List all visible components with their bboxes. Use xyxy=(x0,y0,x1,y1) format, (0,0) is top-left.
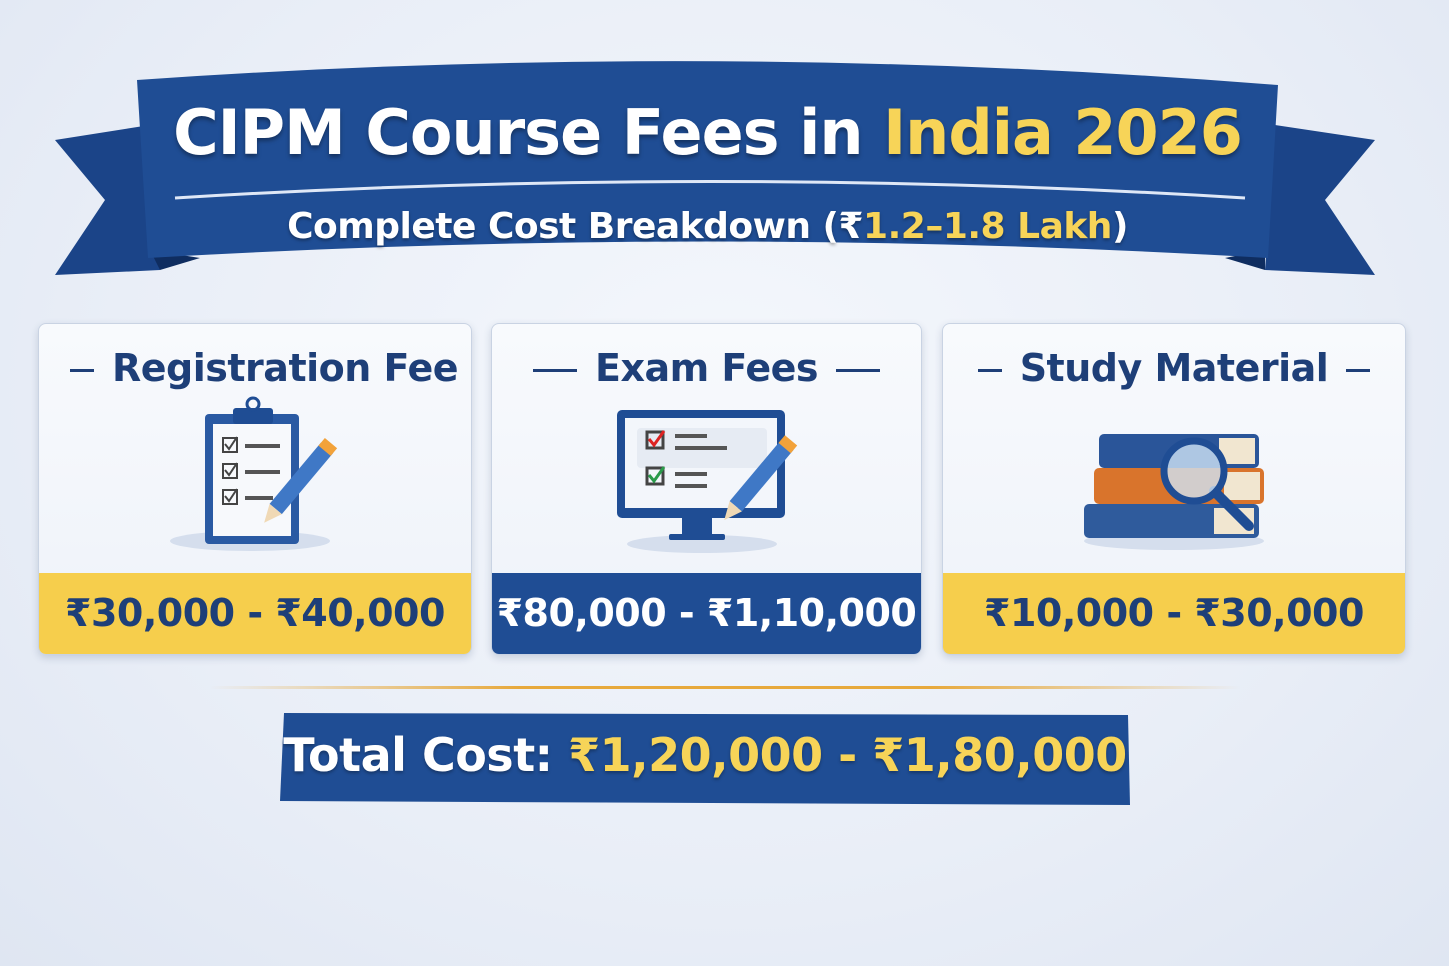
page-subtitle: Complete Cost Breakdown (₹1.2–1.8 Lakh) xyxy=(287,206,1128,247)
books-magnifier-icon xyxy=(1084,434,1264,550)
exam-fees-card: Exam Fees ₹80,000 - ₹1,10,000 xyxy=(491,323,922,655)
card-title: Exam Fees xyxy=(594,346,819,390)
computer-exam-icon xyxy=(616,410,797,553)
registration-fee-card: Registration Fee ₹30,000 - ₹40,000 xyxy=(38,323,472,655)
study-material-card: Study Material ₹10,000 - ₹30,000 xyxy=(942,323,1406,655)
divider xyxy=(210,686,1240,689)
clipboard-checklist-icon xyxy=(170,396,338,551)
card-title: Registration Fee xyxy=(112,346,458,390)
total-cost: Total Cost: ₹1,20,000 - ₹1,80,000 xyxy=(283,728,1127,782)
page-title: CIPM Course Fees in India 2026 xyxy=(173,96,1243,169)
exam-fees-price: ₹80,000 - ₹1,10,000 xyxy=(492,573,921,654)
total-cost-banner xyxy=(280,713,1130,805)
registration-fee-price: ₹30,000 - ₹40,000 xyxy=(39,573,471,654)
study-material-price: ₹10,000 - ₹30,000 xyxy=(943,573,1405,654)
title-ribbon xyxy=(55,61,1375,275)
card-title: Study Material xyxy=(1019,346,1329,390)
